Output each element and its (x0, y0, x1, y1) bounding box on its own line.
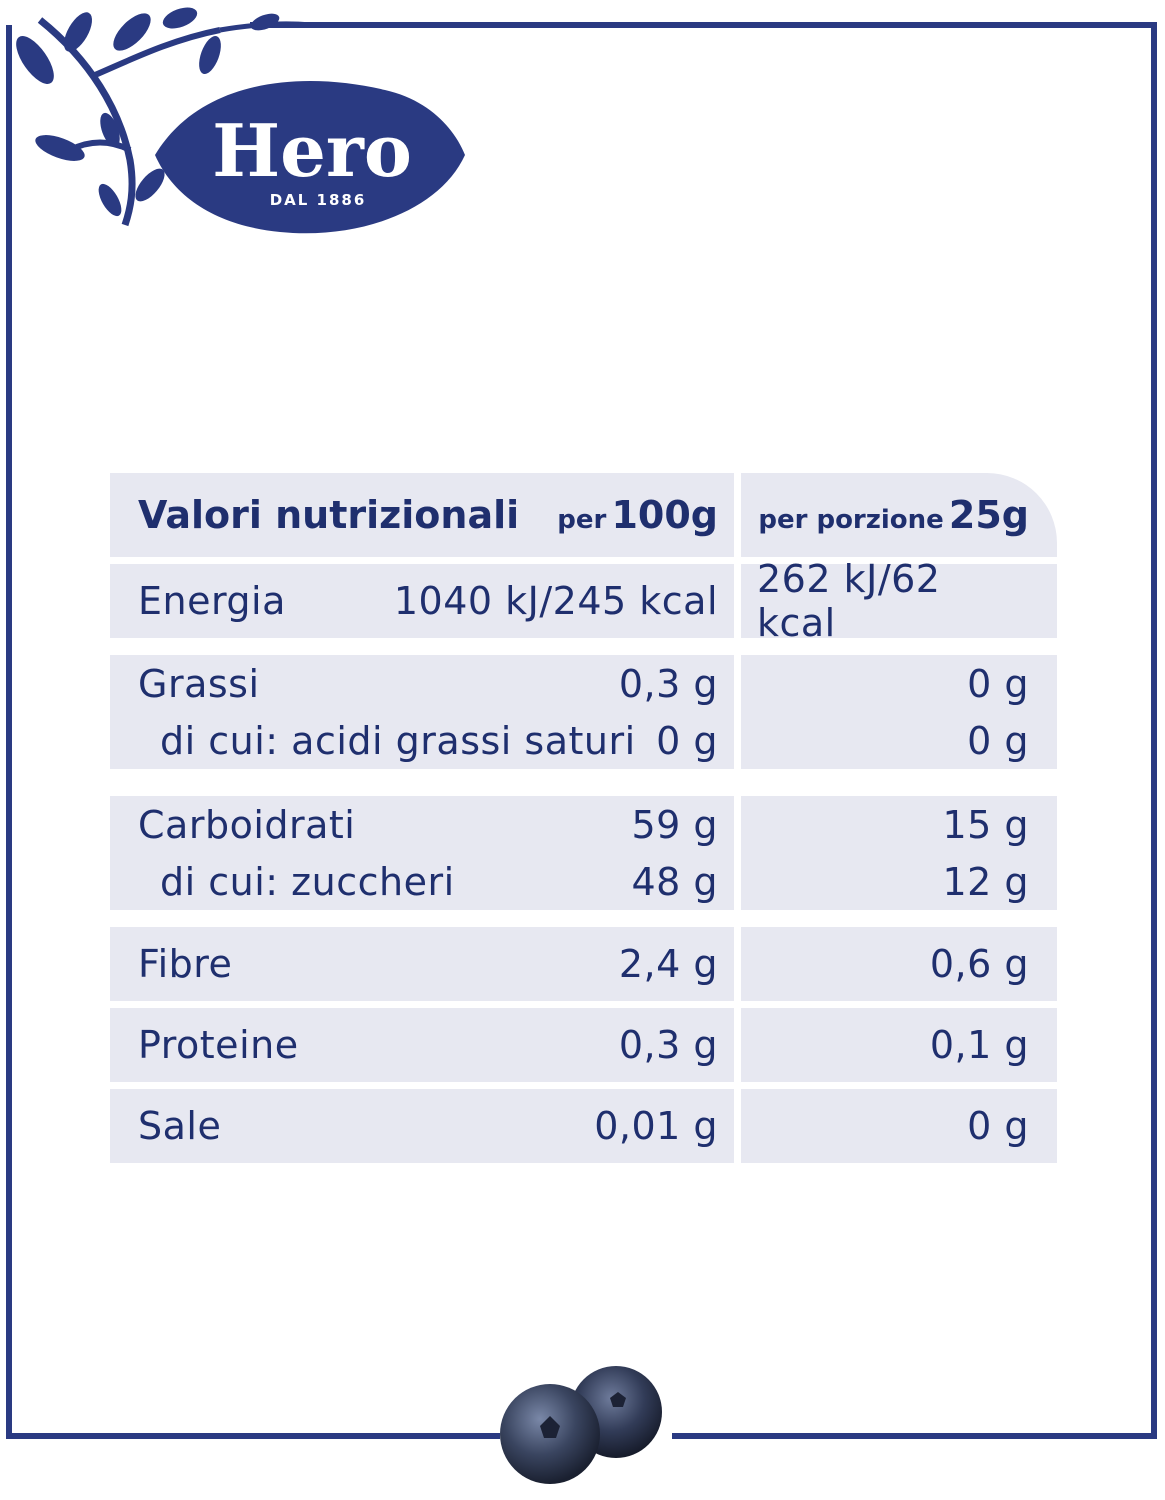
table-row: Proteine 0,3 g 0,1 g (110, 1008, 1057, 1082)
blueberries-image (500, 1366, 662, 1484)
row-sub-per-serving: 0 g (967, 718, 1029, 763)
frame-bottom-left-line (6, 1433, 500, 1439)
row-label: Grassi (138, 661, 260, 706)
row-sub-per100: 0 g (656, 718, 718, 763)
row-per100: 0,3 g (618, 661, 718, 706)
row-label: Fibre (138, 942, 233, 986)
col2-amount: 25g (948, 493, 1029, 537)
frame-bottom-right-line (672, 1433, 1157, 1439)
col1-amount: 100g (611, 493, 718, 537)
hero-logo: Hero DAL 1886 (16, 7, 465, 234)
row-per-serving: 262 kJ/62 kcal (757, 557, 941, 645)
table-row: Sale 0,01 g 0 g (110, 1089, 1057, 1163)
col2-prefix: per porzione (758, 505, 944, 535)
table-row: Energia 1040 kJ/245 kcal 262 kJ/62 kcal (110, 557, 1057, 645)
row-per100: 2,4 g (618, 942, 718, 986)
logo-text: Hero (212, 108, 412, 193)
frame-left-line (6, 25, 12, 1439)
row-per-serving: 0,6 g (929, 942, 1029, 986)
table-title: Valori nutrizionali (138, 493, 520, 537)
row-label: Proteine (138, 1023, 299, 1067)
row-per-serving: 0,1 g (929, 1023, 1029, 1067)
nutrition-table: Valori nutrizionali per 100g per porzion… (110, 473, 1057, 1163)
table-header-row: Valori nutrizionali per 100g per porzion… (110, 473, 1057, 557)
row-per100: 1040 kJ/245 kcal (393, 579, 718, 623)
row-per100: 0,3 g (618, 1023, 718, 1067)
row-sub-label: di cui: acidi grassi saturi (160, 718, 636, 763)
row-sub-per-serving: 12 g (942, 859, 1029, 904)
frame-right-line (1151, 22, 1157, 1439)
table-row: Grassi 0,3 g di cui: acidi grassi saturi… (110, 645, 1057, 779)
row-label: Energia (138, 579, 286, 623)
table-row: Carboidrati 59 g di cui: zuccheri 48 g 1… (110, 786, 1057, 920)
logo-tagline: DAL 1886 (270, 191, 367, 209)
row-sub-label: di cui: zuccheri (160, 859, 455, 904)
table-row: Fibre 2,4 g 0,6 g (110, 927, 1057, 1001)
row-sub-per100: 48 g (631, 859, 718, 904)
row-per-serving: 0 g (967, 661, 1029, 706)
row-per-serving: 0 g (967, 1104, 1029, 1148)
row-per-serving: 15 g (942, 802, 1029, 847)
row-per100: 0,01 g (594, 1104, 718, 1148)
row-label: Sale (138, 1104, 222, 1148)
frame-top-line (250, 22, 1157, 28)
row-label: Carboidrati (138, 802, 356, 847)
row-per100: 59 g (631, 802, 718, 847)
col1-prefix: per (557, 505, 607, 535)
